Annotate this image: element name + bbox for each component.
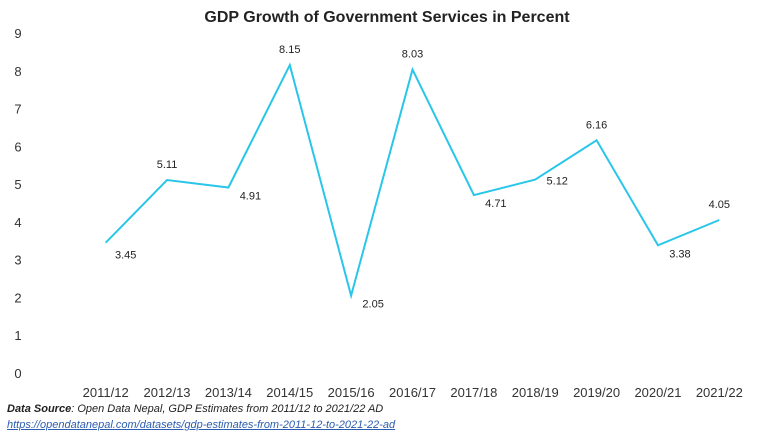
y-tick-label: 7 [14,102,21,117]
x-tick-label: 2014/15 [266,385,313,400]
source-link[interactable]: https://opendatanepal.com/datasets/gdp-e… [7,419,396,431]
x-tick-label: 2011/12 [83,385,129,400]
y-tick-label: 1 [14,328,21,343]
data-label: 2.05 [362,299,383,311]
y-tick-label: 0 [14,366,21,381]
y-tick-label: 9 [14,26,21,41]
source-label: Data Source [7,403,72,415]
y-tick-label: 4 [14,215,21,230]
y-tick-label: 6 [14,139,21,154]
y-tick-label: 3 [14,253,21,268]
data-label: 4.71 [485,198,506,210]
x-axis: 2011/12 2012/13 2013/14 2014/15 2015/16 2016/… [83,385,743,400]
x-tick-label: 2020/21 [634,385,681,400]
data-label: 5.12 [547,176,568,188]
x-tick-label: 2016/17 [389,385,436,400]
data-label: 3.38 [669,248,690,260]
data-labels: 3.45 5.11 4.91 8.15 2.05 8.03 4.71 5.12 6.16 3.38… [115,44,730,310]
data-label: 6.16 [586,119,607,131]
data-source: Data Source: Open Data Nepal, GDP Estima… [7,401,395,433]
series-line [104,62,720,300]
data-label: 3.45 [115,250,136,262]
y-tick-label: 2 [14,290,21,305]
data-label: 4.91 [240,191,261,203]
x-tick-label: 2015/16 [328,385,375,400]
x-tick-label: 2021/22 [696,385,743,400]
data-label: 4.05 [709,199,730,211]
x-tick-label: 2019/20 [573,385,620,400]
data-label: 5.11 [157,159,178,171]
x-tick-label: 2013/14 [205,385,252,400]
line-chart: GDP Growth of Government Services in Per… [14,9,743,400]
y-axis: 0 1 2 3 4 5 6 7 8 9 [14,26,21,381]
y-tick-label: 5 [14,177,21,192]
x-tick-label: 2017/18 [450,385,497,400]
x-tick-label: 2018/19 [512,385,559,400]
chart-title: GDP Growth of Government Services in Per… [204,9,570,26]
source-text: : Open Data Nepal, GDP Estimates from 20… [71,403,384,415]
data-label: 8.03 [402,49,423,61]
y-tick-label: 8 [14,64,21,79]
x-tick-label: 2012/13 [144,385,191,400]
data-label: 8.15 [279,44,300,56]
